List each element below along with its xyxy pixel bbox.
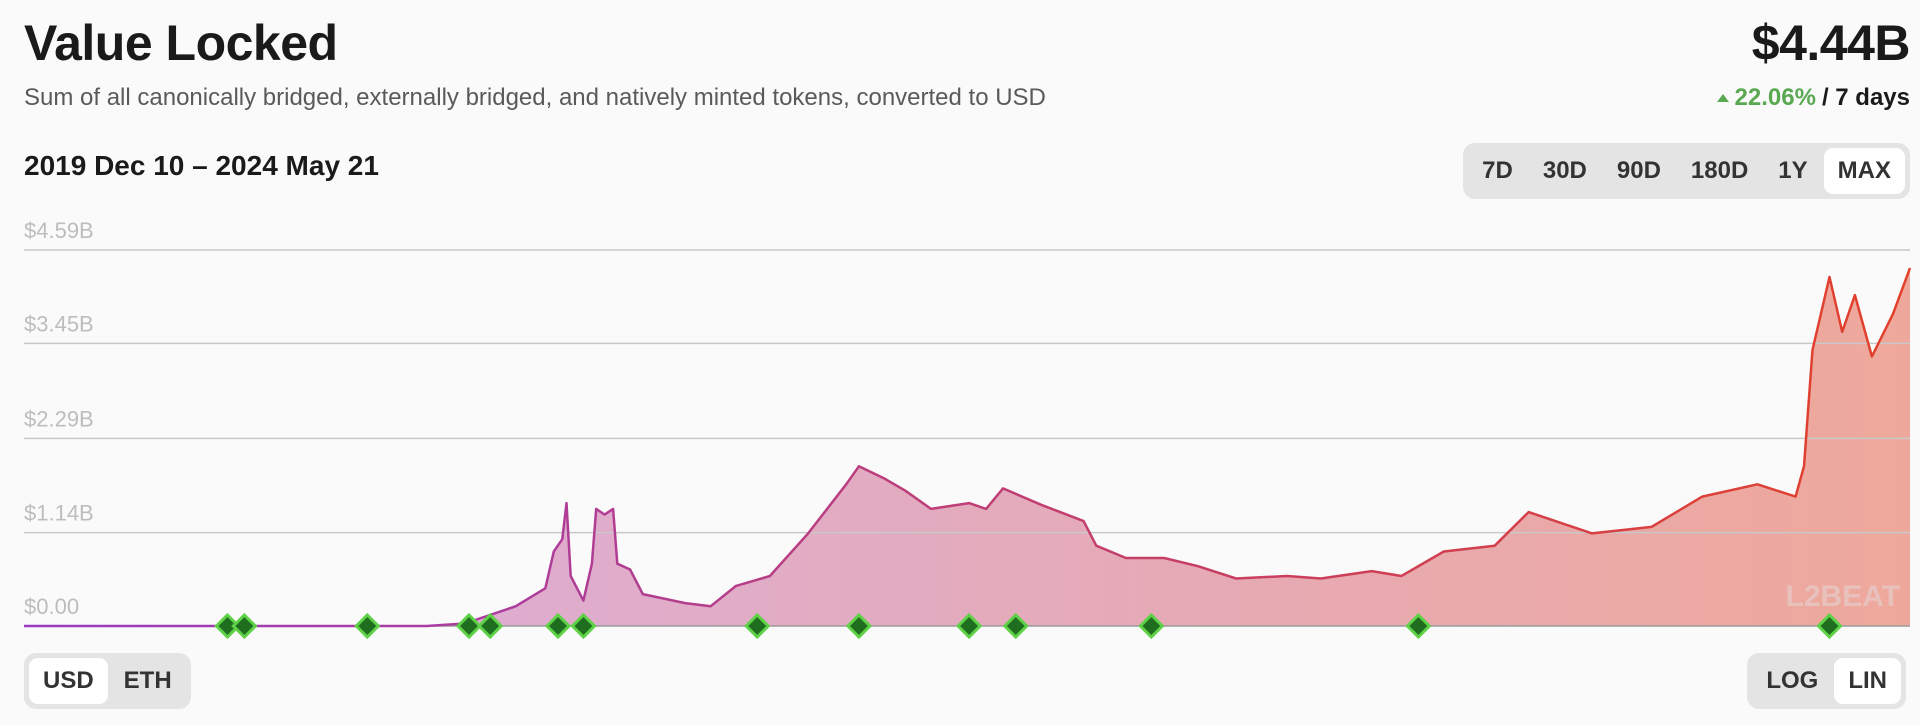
y-tick-label: $3.45B <box>24 311 94 336</box>
milestone <box>544 612 572 640</box>
date-range: 2019 Dec 10 – 2024 May 21 <box>24 150 379 181</box>
milestone <box>845 612 873 640</box>
scale-buttons: LOG LIN <box>1747 653 1906 709</box>
toggle-button[interactable]: ETH <box>123 667 172 694</box>
toggle-button[interactable]: 90D <box>1616 157 1661 184</box>
y-tick-label: $0.00 <box>24 594 79 619</box>
toggle-button[interactable]: MAX <box>1823 148 1905 194</box>
area-fill <box>24 268 1910 626</box>
milestone <box>1816 612 1843 640</box>
total-value: $4.44B <box>1751 15 1911 71</box>
milestone <box>744 612 771 640</box>
milestone <box>214 612 241 640</box>
milestone <box>231 612 258 640</box>
y-tick-label: $4.59B <box>24 218 94 243</box>
y-tick-label: $1.14B <box>24 501 94 526</box>
y-tick-label: $2.29B <box>24 406 94 431</box>
toggle-button[interactable]: 180D <box>1690 157 1749 184</box>
toggle-button[interactable]: 1Y <box>1778 157 1808 184</box>
change-value: 22.06% <box>1734 84 1816 111</box>
milestone <box>1405 612 1432 640</box>
change-row: 22.06% / 7 days <box>1716 84 1910 112</box>
toggle-button[interactable]: USD <box>29 658 108 704</box>
unit-buttons: USD ETH <box>24 653 191 709</box>
milestone <box>570 612 597 640</box>
watermark: L2BEAT <box>1786 580 1900 613</box>
subtitle: Sum of all canonically bridged, external… <box>24 84 1046 111</box>
change-period: / 7 days <box>1821 84 1910 111</box>
milestone <box>477 612 504 640</box>
toggle-button[interactable]: LOG <box>1766 667 1819 694</box>
title: Value Locked <box>24 15 338 71</box>
milestone <box>1138 612 1165 640</box>
chart: $0.00 $1.14B $2.29B $3.45B $4.59B L2BEAT <box>24 218 1912 640</box>
milestone <box>455 612 483 640</box>
up-arrow <box>1716 94 1729 102</box>
value-line <box>24 267 1912 628</box>
milestone <box>955 612 983 640</box>
toggle-button[interactable]: 7D <box>1482 157 1513 184</box>
range-buttons: 7D 30D 90D 180D 1Y MAX <box>1463 143 1910 199</box>
milestone <box>354 612 381 640</box>
milestone <box>1002 612 1029 640</box>
toggle-button[interactable]: LIN <box>1834 658 1901 704</box>
toggle-button[interactable]: 30D <box>1542 157 1587 184</box>
